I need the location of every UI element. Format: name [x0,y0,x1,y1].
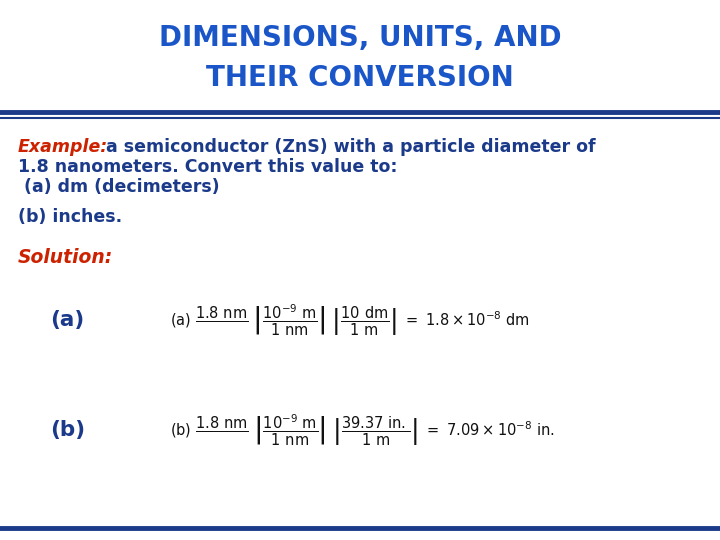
Text: DIMENSIONS, UNITS, AND: DIMENSIONS, UNITS, AND [158,24,562,52]
Text: Solution:: Solution: [18,248,113,267]
Text: (a) dm (decimeters): (a) dm (decimeters) [18,178,220,196]
Text: (a): (a) [50,310,84,330]
Text: (b) inches.: (b) inches. [18,208,122,226]
Text: THEIR CONVERSION: THEIR CONVERSION [206,64,514,92]
Text: $\mathrm{(a)\ \dfrac{1.8\ nm}{\ }\ \left|\dfrac{10^{-9}\ m}{1\ nm}\right|\ \left: $\mathrm{(a)\ \dfrac{1.8\ nm}{\ }\ \left… [170,302,530,338]
Text: 1.8 nanometers. Convert this value to:: 1.8 nanometers. Convert this value to: [18,158,397,176]
Text: a semiconductor (ZnS) with a particle diameter of: a semiconductor (ZnS) with a particle di… [100,138,595,156]
Text: $\mathrm{(b)\ \dfrac{1.8\ nm}{\ }\ \left|\dfrac{10^{-9}\ m}{1\ nm}\right|\ \left: $\mathrm{(b)\ \dfrac{1.8\ nm}{\ }\ \left… [170,413,554,448]
Text: (b): (b) [50,420,85,440]
Text: Example:: Example: [18,138,108,156]
